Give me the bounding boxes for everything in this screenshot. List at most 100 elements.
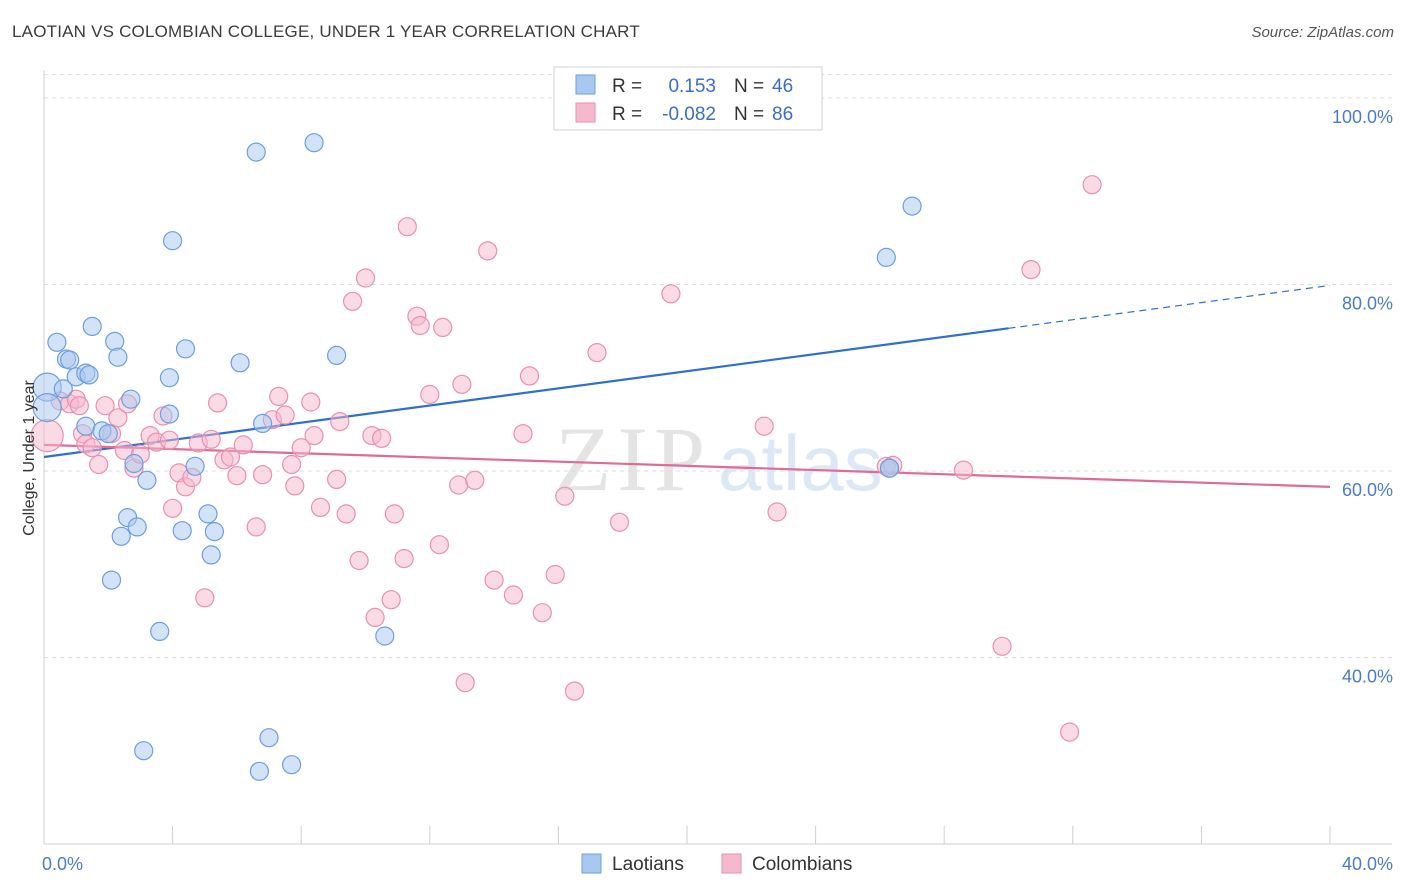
point-colombians [429,535,449,555]
point-colombians [304,426,324,446]
point-laotians [230,353,250,373]
point-colombians [330,412,350,432]
y-axis-label: College, Under 1 year [21,380,38,536]
legend-n-label-laotians: N = [734,76,764,97]
point-laotians [121,389,141,409]
bottom-legend-label-laotians: Laotians [612,854,684,875]
point-colombians [195,588,215,608]
bottom-legend-label-colombians: Colombians [752,854,852,875]
point-colombians [301,392,321,412]
point-colombians [227,466,247,486]
point-laotians [79,365,99,385]
point-laotians [253,413,273,433]
scatter-points [30,133,1102,781]
point-laotians [108,347,128,367]
point-colombians [220,447,241,467]
x-tick-label-max: 40.0% [1342,854,1393,874]
point-colombians [953,460,974,480]
point-laotians [53,379,73,399]
point-laotians [105,331,125,351]
point-colombians [355,268,376,288]
point-colombians [246,517,266,537]
x-tick-label-min: 0.0% [42,854,83,874]
bottom-legend-swatch-laotians [581,853,602,874]
point-colombians [310,497,331,517]
point-colombians [661,284,681,304]
point-laotians [150,621,170,642]
point-laotians [879,458,900,478]
point-colombians [365,607,385,628]
point-laotians [198,504,218,524]
point-laotians [159,368,179,388]
point-colombians [208,393,228,413]
point-colombians [532,603,552,623]
point-laotians [282,755,302,775]
point-laotians [82,316,102,336]
point-colombians [384,504,404,524]
point-colombians [449,475,469,495]
point-colombians [455,673,475,693]
point-colombians [433,317,453,337]
point-laotians [876,247,896,267]
y-tick-label: 100.0% [1332,107,1393,127]
point-laotians [111,526,131,546]
legend-r-value-laotians: 0.153 [668,76,716,97]
point-laotians [204,521,224,542]
point-colombians [513,424,533,444]
point-colombians [69,396,90,416]
point-colombians [767,502,787,522]
point-laotians [101,570,122,590]
watermark-zip: ZIP [555,408,711,510]
point-colombians [397,217,417,237]
point-laotians [127,517,147,537]
legend-r-label-laotians: R = [612,76,642,97]
legend-r-value-colombians: -0.082 [662,104,716,125]
point-colombians [349,550,369,571]
point-colombians [82,438,102,458]
point-laotians [175,339,196,359]
point-colombians [564,681,585,701]
point-colombians [545,564,565,585]
point-laotians [134,741,154,761]
point-laotians [159,404,179,424]
point-colombians [233,435,253,455]
point-laotians [137,470,157,490]
point-laotians [163,231,183,251]
point-colombians [1021,260,1041,280]
chart-title: LAOTIAN VS COLOMBIAN COLLEGE, UNDER 1 YE… [12,22,640,41]
point-laotians [76,416,96,436]
legend-r-label-colombians: R = [612,104,642,125]
point-laotians [60,350,80,370]
point-colombians [420,384,440,405]
point-colombians [372,428,392,448]
point-laotians [124,453,144,474]
source-credit: Source: ZipAtlas.com [1251,24,1394,41]
y-tick-label: 60.0% [1342,480,1393,500]
point-colombians [519,366,540,386]
point-laotians [259,728,279,748]
point-colombians [163,498,183,518]
point-laotians [201,545,221,565]
legend-n-label-colombians: N = [734,104,764,125]
point-colombians [754,416,774,436]
point-colombians [587,343,607,363]
point-colombians [89,454,109,475]
trend-line-colombians [43,443,1331,488]
point-laotians [304,133,324,153]
point-colombians [609,512,630,532]
trend-line-laotians-projection [1008,284,1331,329]
point-colombians [282,454,302,475]
point-colombians [269,386,289,406]
point-colombians [555,486,575,506]
point-laotians [98,424,118,444]
point-colombians [1059,722,1080,742]
watermark-atlas: atlas [718,419,883,507]
point-laotians [375,626,395,646]
point-colombians [291,438,311,458]
point-colombians [503,585,524,605]
point-laotians [249,761,269,781]
point-laotians [32,393,62,423]
point-colombians [336,504,356,524]
point-colombians [484,570,504,590]
point-colombians [253,465,273,485]
